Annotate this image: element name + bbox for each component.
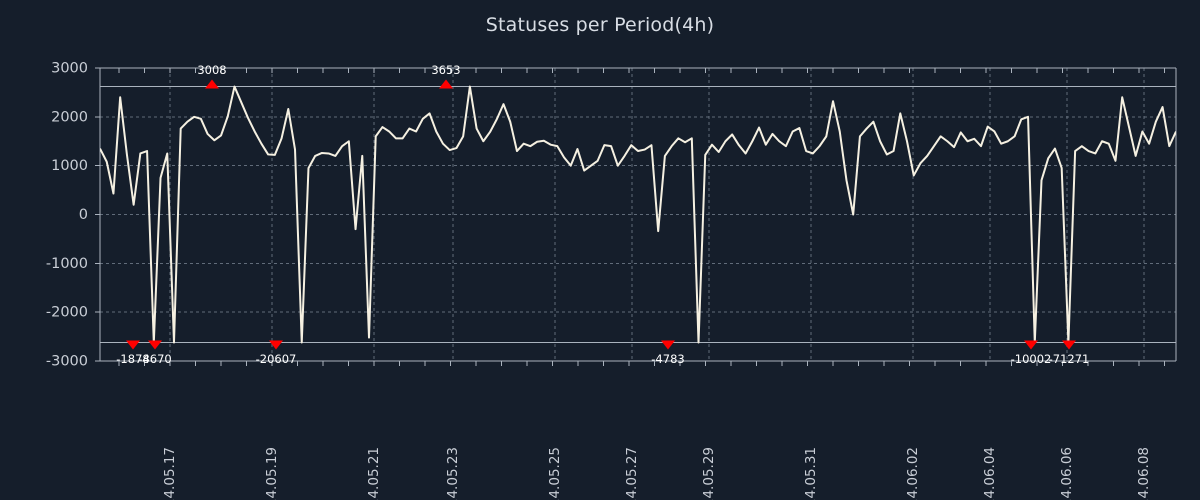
trough-marker-icon	[269, 340, 283, 350]
anomaly-value-label: 3008	[197, 63, 226, 77]
x-axis-tick-label: 2024.06.02	[905, 447, 921, 500]
x-axis-tick-label-group: 2024.05.19	[264, 447, 280, 500]
x-axis-tick-label-group: 2024.06.06	[1059, 447, 1075, 500]
x-axis-tick-label-group: 2024.05.29	[701, 447, 717, 500]
x-axis-tick-label-group: 2024.05.23	[445, 447, 461, 500]
y-axis-tick-label: 3000	[51, 61, 88, 77]
data-series-line	[100, 85, 1176, 344]
x-axis-tick-label: 2024.05.21	[366, 447, 382, 500]
x-axis-tick-label: 2024.05.17	[162, 447, 178, 500]
anomaly-value-label: 3653	[431, 63, 460, 77]
x-axis-tick-label-group: 2024.05.17	[162, 447, 178, 500]
x-axis-tick-label-group: 2024.05.27	[624, 447, 640, 500]
x-axis-tick-label: 2024.05.23	[445, 447, 461, 500]
x-axis-tick-label-group: 2024.06.02	[905, 447, 921, 500]
anomaly-value-label: -8670	[138, 352, 171, 366]
x-axis-tick-label: 2024.05.19	[264, 447, 280, 500]
x-axis-tick-label-group: 2024.06.04	[982, 447, 998, 500]
anomaly-value-label: -71271	[1049, 352, 1090, 366]
y-axis-tick-label: 1000	[51, 158, 88, 174]
trough-marker-icon	[126, 340, 140, 350]
y-axis-tick-label: -2000	[46, 305, 88, 321]
peak-marker-icon	[439, 79, 453, 89]
x-axis-tick-label: 2024.06.06	[1059, 447, 1075, 500]
anomaly-annotation: -10002	[1011, 340, 1052, 366]
y-axis-tick-label: 2000	[51, 109, 88, 125]
anomaly-annotation: -1874	[116, 340, 150, 366]
y-axis-tick-label: -3000	[46, 354, 88, 370]
x-axis-tick-label: 2024.05.31	[803, 447, 819, 500]
anomaly-value-label: -1874	[116, 352, 149, 366]
x-axis-tick-label-group: 2024.05.25	[547, 447, 563, 500]
anomaly-annotation: -8670	[138, 340, 172, 366]
anomaly-annotation: 3008	[197, 63, 227, 89]
x-axis-tick-label: 2024.05.29	[701, 447, 717, 500]
anomaly-value-label: -20607	[256, 352, 297, 366]
page-title: Statuses per Period(4h)	[485, 14, 715, 36]
x-axis-tick-label-group: 2024.05.21	[366, 447, 382, 500]
anomaly-annotation: 3653	[431, 63, 461, 89]
trough-marker-icon	[1062, 340, 1076, 350]
anomaly-value-label: -4783	[651, 352, 684, 366]
x-axis-tick-label-group: 2024.05.31	[803, 447, 819, 500]
anomaly-annotation: -4783	[651, 340, 685, 366]
trough-marker-icon	[148, 340, 162, 350]
x-axis-tick-label: 2024.06.08	[1136, 447, 1152, 500]
y-axis-tick-label: -1000	[46, 256, 88, 272]
peak-marker-icon	[205, 79, 219, 89]
x-axis-tick-label: 2024.05.25	[547, 447, 563, 500]
x-axis-tick-label: 2024.06.04	[982, 447, 998, 500]
anomaly-annotation: -71271	[1049, 340, 1090, 366]
x-axis-tick-label: 2024.05.27	[624, 447, 640, 500]
x-axis-tick-label-group: 2024.06.08	[1136, 447, 1152, 500]
anomaly-value-label: -10002	[1011, 352, 1052, 366]
y-axis-tick-label: 0	[79, 207, 88, 223]
trough-marker-icon	[1024, 340, 1038, 350]
anomaly-annotation: -20607	[256, 340, 297, 366]
trough-marker-icon	[661, 340, 675, 350]
